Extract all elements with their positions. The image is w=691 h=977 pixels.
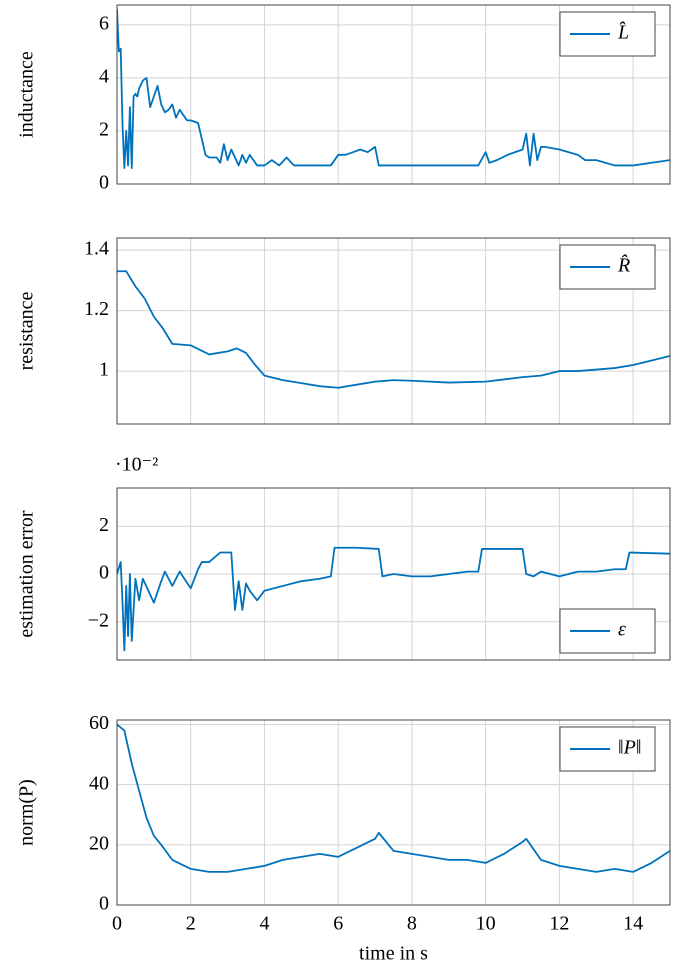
y-tick-label: 4	[99, 66, 109, 88]
plot-area	[117, 8, 670, 169]
y-multiplier: ·10⁻²	[115, 454, 158, 476]
axes-frame	[116, 719, 671, 906]
x-tick-label: 14	[623, 913, 643, 935]
x-axis-label: time in s	[359, 943, 428, 965]
data-line	[117, 546, 670, 652]
y-tick-label: 1.4	[84, 238, 109, 260]
y-tick-label: 0	[99, 172, 109, 194]
legend-label: R̂	[617, 253, 630, 276]
plot-area	[117, 270, 670, 389]
plot-area	[117, 723, 670, 873]
x-tick-label: 12	[549, 913, 569, 935]
legend-label: ‖P‖	[618, 737, 641, 759]
legend: L̂	[559, 11, 656, 57]
y-tick-label: 1	[99, 359, 109, 381]
y-tick-label: 40	[89, 772, 109, 794]
y-tick-label: 2	[99, 514, 109, 536]
subplot: 0 2 4 6 inductance L̂	[16, 4, 671, 194]
x-tick-label: 0	[112, 913, 122, 935]
x-tick-label: 4	[259, 913, 269, 935]
subplot: 0 2 4 6 8 10 12 14 0 20 40 60 norm(P) time in s ‖P‖	[16, 712, 671, 965]
y-axis-label: inductance	[16, 51, 38, 138]
y-axis-label: norm(P)	[16, 779, 38, 846]
plot-area	[117, 546, 670, 652]
y-tick-label: 6	[99, 12, 109, 34]
legend-label: ε	[618, 619, 626, 641]
axes-frame	[116, 487, 671, 661]
y-tick-label: 20	[89, 832, 109, 854]
y-tick-label: 2	[99, 119, 109, 141]
subplot: 1 1.2 1.4 resistance R̂	[16, 237, 671, 425]
legend-label: L̂	[617, 20, 629, 43]
data-line	[117, 270, 670, 389]
y-tick-label: 0	[99, 893, 109, 915]
y-tick-label: 0	[99, 562, 109, 584]
y-axis-label: resistance	[16, 291, 38, 370]
data-line	[117, 723, 670, 873]
subplot: −2 0 2 estimation error ·10⁻² ε	[16, 454, 671, 661]
y-axis-label: estimation error	[16, 510, 38, 638]
x-tick-label: 2	[186, 913, 196, 935]
data-line	[117, 8, 670, 169]
y-tick-label: 1.2	[84, 298, 109, 320]
y-tick-label: 60	[89, 712, 109, 734]
legend: R̂	[559, 244, 656, 290]
legend: ‖P‖	[559, 726, 656, 772]
y-tick-label: −2	[88, 609, 109, 631]
x-tick-label: 10	[476, 913, 496, 935]
axes-frame	[116, 4, 671, 185]
axes-frame	[116, 237, 671, 425]
x-tick-label: 8	[407, 913, 417, 935]
x-tick-label: 6	[333, 913, 343, 935]
legend: ε	[559, 608, 656, 654]
